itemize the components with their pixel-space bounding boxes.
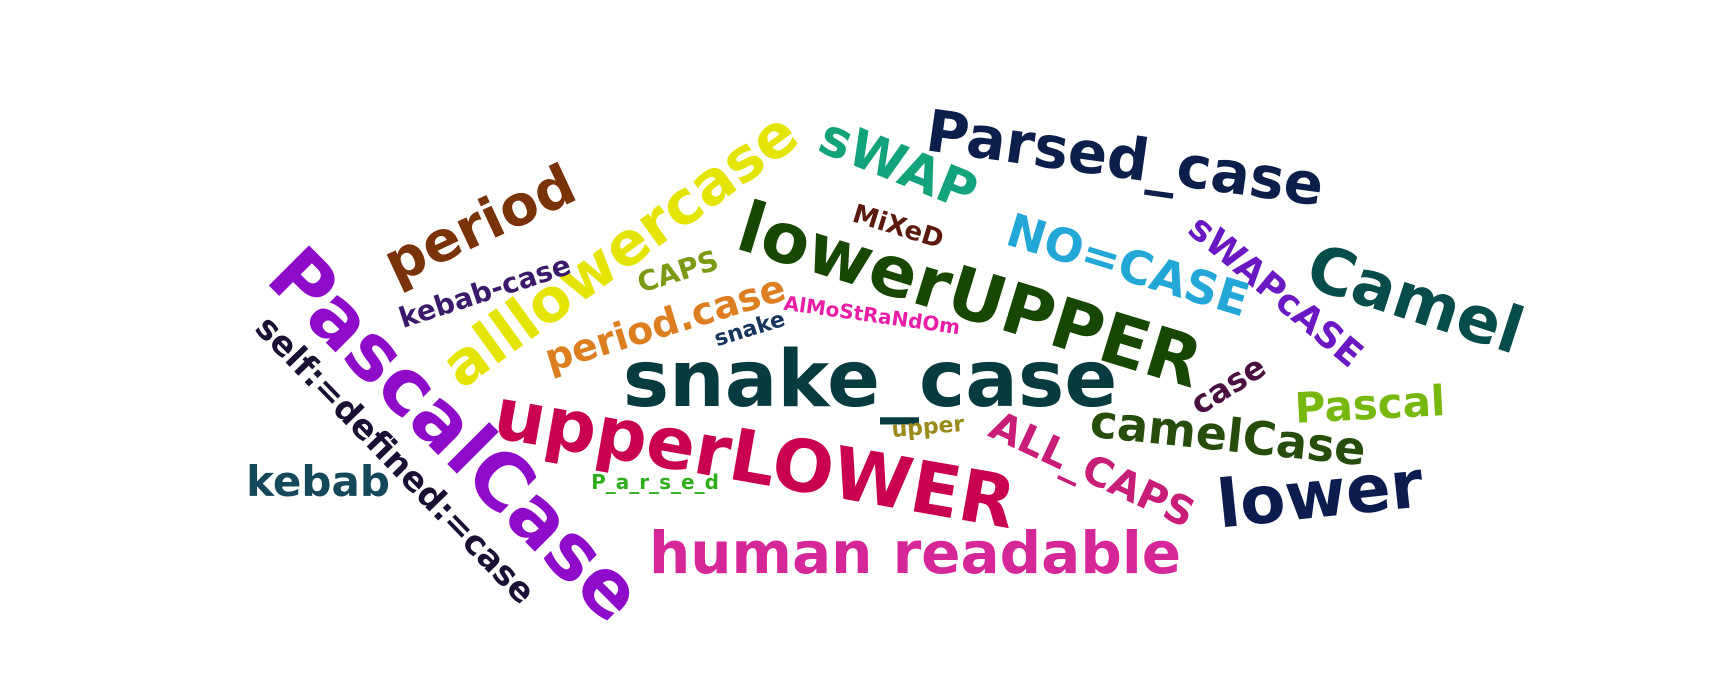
word-human-readable: human readable bbox=[648, 519, 1182, 587]
word-pascal: Pascal bbox=[1293, 376, 1447, 433]
word-parsed-case: Parsed_case bbox=[921, 96, 1329, 220]
word-upper: upper bbox=[890, 411, 966, 444]
word-p-a-r-s-e-d: P_a_r_s_e_d bbox=[591, 470, 719, 494]
word-snake-case: snake_case bbox=[622, 335, 1118, 425]
word-kebab: kebab bbox=[246, 457, 390, 506]
